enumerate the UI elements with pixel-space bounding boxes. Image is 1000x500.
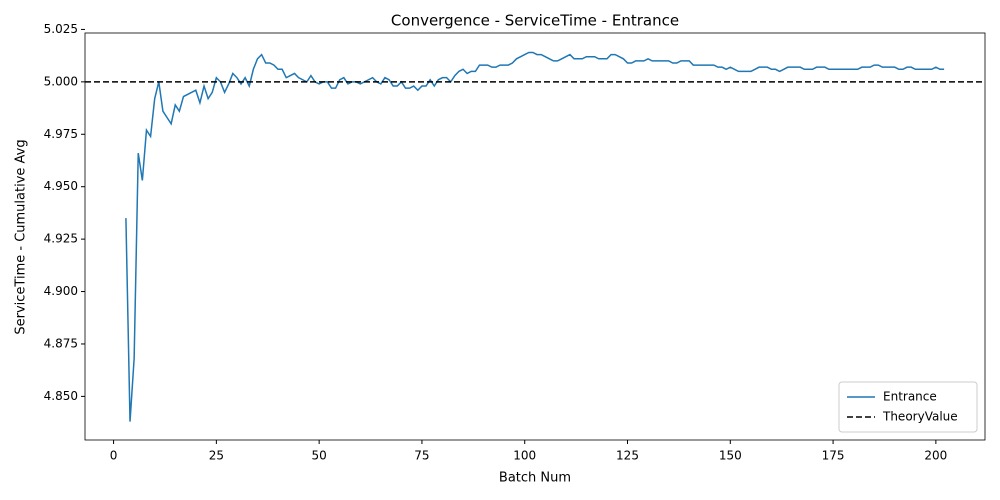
- x-tick-label: 75: [414, 449, 429, 463]
- x-tick-label: 175: [822, 449, 845, 463]
- x-tick-label: 200: [924, 449, 947, 463]
- x-tick-label: 25: [209, 449, 224, 463]
- y-tick-label: 4.925: [44, 232, 78, 246]
- y-axis-label: ServiceTime - Cumulative Avg: [14, 139, 29, 334]
- y-tick-label: 4.850: [44, 389, 78, 403]
- x-tick-label: 125: [616, 449, 639, 463]
- x-tick-label: 50: [312, 449, 327, 463]
- y-tick-label: 4.900: [44, 284, 78, 298]
- y-tick-label: 4.875: [44, 336, 78, 350]
- y-tick-label: 5.000: [44, 74, 78, 88]
- legend-label: Entrance: [883, 390, 937, 404]
- plot-frame: [84, 32, 986, 441]
- chart-title: Convergence - ServiceTime - Entrance: [391, 12, 679, 30]
- x-tick-label: 0: [110, 449, 118, 463]
- legend-box: [838, 381, 978, 433]
- data-line: [125, 51, 945, 422]
- x-tick-label: 100: [513, 449, 536, 463]
- x-axis-label: Batch Num: [499, 471, 571, 486]
- y-tick-label: 5.025: [44, 22, 78, 36]
- x-tick-label: 150: [719, 449, 742, 463]
- y-tick-label: 4.975: [44, 127, 78, 141]
- legend-label: TheoryValue: [882, 410, 958, 424]
- y-tick-label: 4.950: [44, 179, 78, 193]
